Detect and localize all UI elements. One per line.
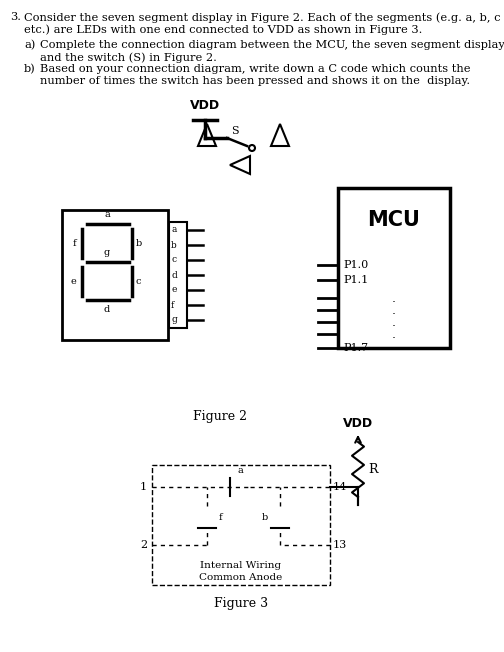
Text: f: f (171, 301, 174, 310)
Text: Consider the seven segment display in Figure 2. Each of the segments (e.g. a, b,: Consider the seven segment display in Fi… (24, 12, 500, 23)
Text: .: . (392, 327, 396, 340)
Text: .: . (392, 291, 396, 304)
Text: and the switch (S) in Figure 2.: and the switch (S) in Figure 2. (40, 52, 217, 63)
Text: a: a (237, 466, 243, 475)
Text: .: . (392, 303, 396, 316)
Text: Based on your connection diagram, write down a C code which counts the: Based on your connection diagram, write … (40, 64, 471, 74)
Text: 13: 13 (333, 540, 347, 550)
Text: VDD: VDD (343, 417, 373, 430)
Text: number of times the switch has been pressed and shows it on the  display.: number of times the switch has been pres… (40, 76, 470, 86)
Text: Common Anode: Common Anode (200, 572, 283, 582)
Text: Complete the connection diagram between the MCU, the seven segment display: Complete the connection diagram between … (40, 40, 504, 50)
Text: c: c (136, 276, 142, 286)
Text: d: d (104, 305, 110, 314)
Text: c: c (171, 256, 176, 265)
Text: 1: 1 (140, 482, 147, 492)
Text: e: e (70, 276, 76, 286)
Bar (169, 222, 187, 328)
Text: S: S (231, 126, 238, 136)
Text: Figure 2: Figure 2 (193, 410, 247, 423)
Text: b): b) (24, 64, 36, 74)
Text: g: g (104, 248, 110, 257)
Text: 14: 14 (333, 482, 347, 492)
Text: a: a (171, 226, 176, 235)
Text: a): a) (24, 40, 35, 50)
Text: a: a (104, 210, 110, 219)
Text: 2: 2 (140, 540, 147, 550)
Text: P1.0: P1.0 (343, 260, 368, 270)
Text: e: e (171, 286, 176, 295)
Text: 3.: 3. (10, 12, 21, 22)
Text: g: g (171, 316, 177, 325)
Text: etc.) are LEDs with one end connected to VDD as shown in Figure 3.: etc.) are LEDs with one end connected to… (24, 24, 422, 35)
Text: f: f (219, 512, 223, 522)
Bar (338, 188, 450, 348)
Text: R: R (368, 463, 377, 476)
Text: b: b (171, 241, 177, 250)
Text: b: b (262, 512, 268, 522)
Bar (152, 465, 330, 585)
Text: b: b (136, 239, 142, 248)
Text: VDD: VDD (190, 99, 220, 112)
Text: P1.1: P1.1 (343, 275, 368, 285)
Text: f: f (73, 239, 76, 248)
Text: MCU: MCU (367, 210, 420, 230)
Bar (62, 210, 168, 340)
Text: P1.7: P1.7 (343, 343, 368, 353)
Text: Figure 3: Figure 3 (214, 597, 268, 610)
Text: d: d (171, 271, 177, 280)
Text: .: . (392, 316, 396, 329)
Text: Internal Wiring: Internal Wiring (201, 561, 282, 569)
